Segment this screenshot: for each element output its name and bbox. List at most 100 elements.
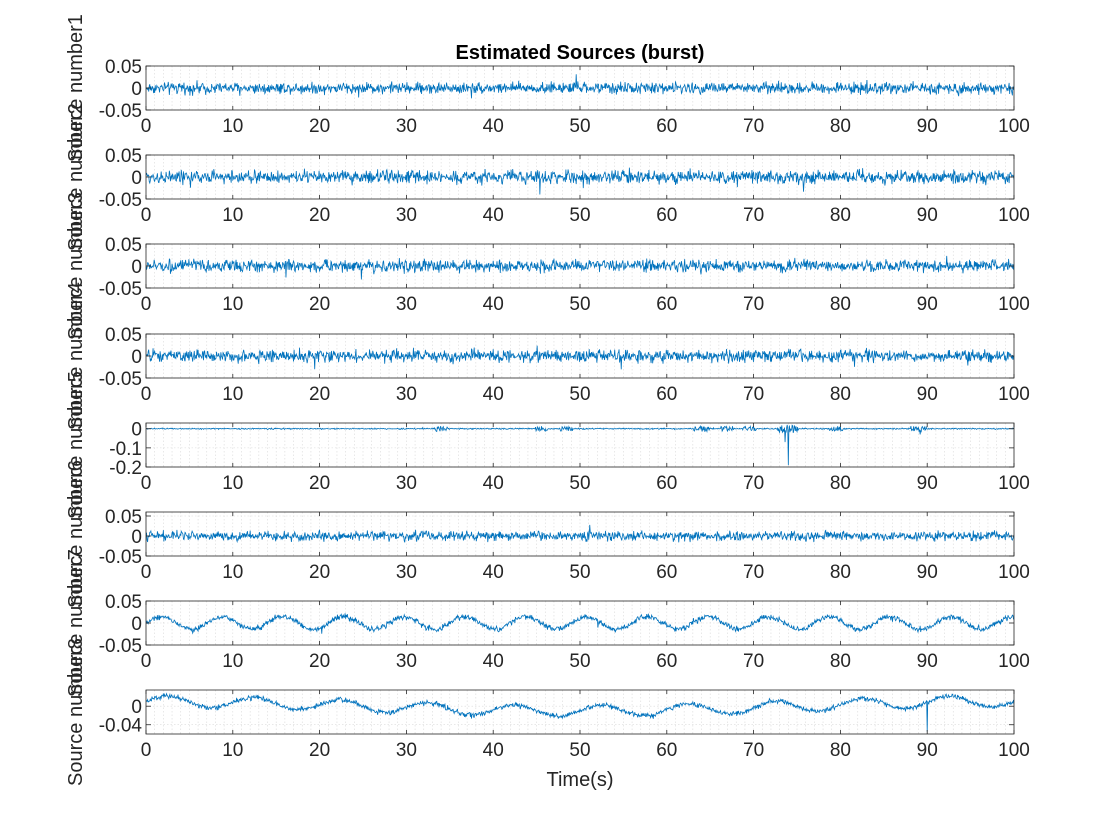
y-tick-label: 0.05: [105, 146, 142, 167]
x-tick-label: 40: [483, 205, 504, 226]
x-tick-label: 80: [830, 740, 851, 761]
x-tick-label: 80: [830, 294, 851, 315]
x-tick-label: 80: [830, 384, 851, 405]
y-tick-label: -0.05: [99, 279, 142, 300]
x-tick-label: 20: [309, 294, 330, 315]
x-tick-label: 30: [396, 384, 417, 405]
y-tick-label: 0: [131, 527, 142, 548]
x-tick-label: 10: [222, 562, 243, 583]
x-tick-label: 60: [656, 205, 677, 226]
x-axis-label: Time(s): [546, 769, 613, 791]
x-tick-label: 70: [743, 740, 764, 761]
x-tick-label: 70: [743, 205, 764, 226]
series-line-4: [146, 345, 1014, 370]
x-tick-label: 100: [998, 740, 1030, 761]
x-tick-label: 20: [309, 116, 330, 137]
x-tick-label: 100: [998, 205, 1030, 226]
x-tick-label: 50: [569, 116, 590, 137]
y-tick-label: -0.04: [99, 716, 143, 737]
x-tick-label: 10: [222, 294, 243, 315]
y-tick-label: 0: [131, 697, 142, 718]
y-axis-label-3: Source number3: [65, 192, 87, 340]
x-tick-label: 50: [569, 205, 590, 226]
x-tick-label: 80: [830, 116, 851, 137]
y-axis-label-5: Source number5: [65, 371, 87, 519]
x-tick-label: 100: [998, 651, 1030, 672]
y-tick-label: 0: [131, 79, 142, 100]
y-tick-label: -0.2: [109, 458, 142, 479]
x-tick-label: 0: [141, 205, 152, 226]
x-tick-label: 90: [917, 740, 938, 761]
x-tick-label: 70: [743, 116, 764, 137]
x-tick-label: 30: [396, 205, 417, 226]
x-tick-label: 80: [830, 651, 851, 672]
x-tick-label: 30: [396, 651, 417, 672]
x-tick-label: 50: [569, 562, 590, 583]
y-tick-label: -0.1: [109, 439, 142, 460]
x-tick-label: 90: [917, 294, 938, 315]
y-tick-label: 0: [131, 257, 142, 278]
x-tick-label: 10: [222, 384, 243, 405]
y-axis-label-8: Source number8: [65, 638, 87, 786]
y-tick-label: -0.05: [99, 636, 142, 657]
x-tick-label: 40: [483, 384, 504, 405]
x-tick-label: 90: [917, 116, 938, 137]
y-tick-label: 0: [131, 347, 142, 368]
series-line-5: [146, 424, 1014, 466]
x-tick-label: 40: [483, 740, 504, 761]
y-axis-label-2: Source number2: [65, 103, 87, 251]
x-tick-label: 10: [222, 116, 243, 137]
x-tick-label: 100: [998, 384, 1030, 405]
y-tick-label: 0.05: [105, 507, 142, 528]
x-tick-label: 50: [569, 740, 590, 761]
x-tick-label: 30: [396, 562, 417, 583]
x-tick-label: 60: [656, 562, 677, 583]
series-line-6: [146, 524, 1014, 544]
x-tick-label: 30: [396, 740, 417, 761]
x-tick-label: 20: [309, 562, 330, 583]
y-tick-label: -0.05: [99, 369, 142, 390]
x-tick-label: 10: [222, 473, 243, 494]
x-tick-label: 100: [998, 294, 1030, 315]
y-tick-label: 0: [131, 168, 142, 189]
series-line-7: [146, 613, 1014, 635]
x-tick-label: 0: [141, 740, 152, 761]
x-tick-label: 0: [141, 562, 152, 583]
y-tick-label: 0.05: [105, 57, 142, 78]
x-tick-label: 60: [656, 473, 677, 494]
x-tick-label: 40: [483, 294, 504, 315]
x-tick-label: 0: [141, 116, 152, 137]
x-tick-label: 70: [743, 294, 764, 315]
x-tick-label: 40: [483, 562, 504, 583]
x-tick-label: 10: [222, 205, 243, 226]
x-tick-label: 50: [569, 294, 590, 315]
x-tick-label: 0: [141, 473, 152, 494]
x-tick-label: 20: [309, 384, 330, 405]
x-tick-label: 80: [830, 205, 851, 226]
x-tick-label: 40: [483, 116, 504, 137]
x-tick-label: 90: [917, 651, 938, 672]
y-axis-label-4: Source number4: [65, 282, 87, 430]
x-tick-label: 60: [656, 740, 677, 761]
x-tick-label: 50: [569, 651, 590, 672]
x-tick-label: 20: [309, 473, 330, 494]
y-tick-label: -0.05: [99, 547, 142, 568]
x-tick-label: 80: [830, 473, 851, 494]
series-line-2: [146, 167, 1014, 195]
y-tick-label: 0.05: [105, 592, 142, 613]
y-tick-label: 0.05: [105, 325, 142, 346]
x-tick-label: 100: [998, 116, 1030, 137]
y-tick-label: 0.05: [105, 235, 142, 256]
x-tick-label: 60: [656, 294, 677, 315]
x-tick-label: 60: [656, 651, 677, 672]
x-tick-label: 20: [309, 651, 330, 672]
x-tick-label: 90: [917, 205, 938, 226]
series-line-1: [146, 74, 1014, 99]
